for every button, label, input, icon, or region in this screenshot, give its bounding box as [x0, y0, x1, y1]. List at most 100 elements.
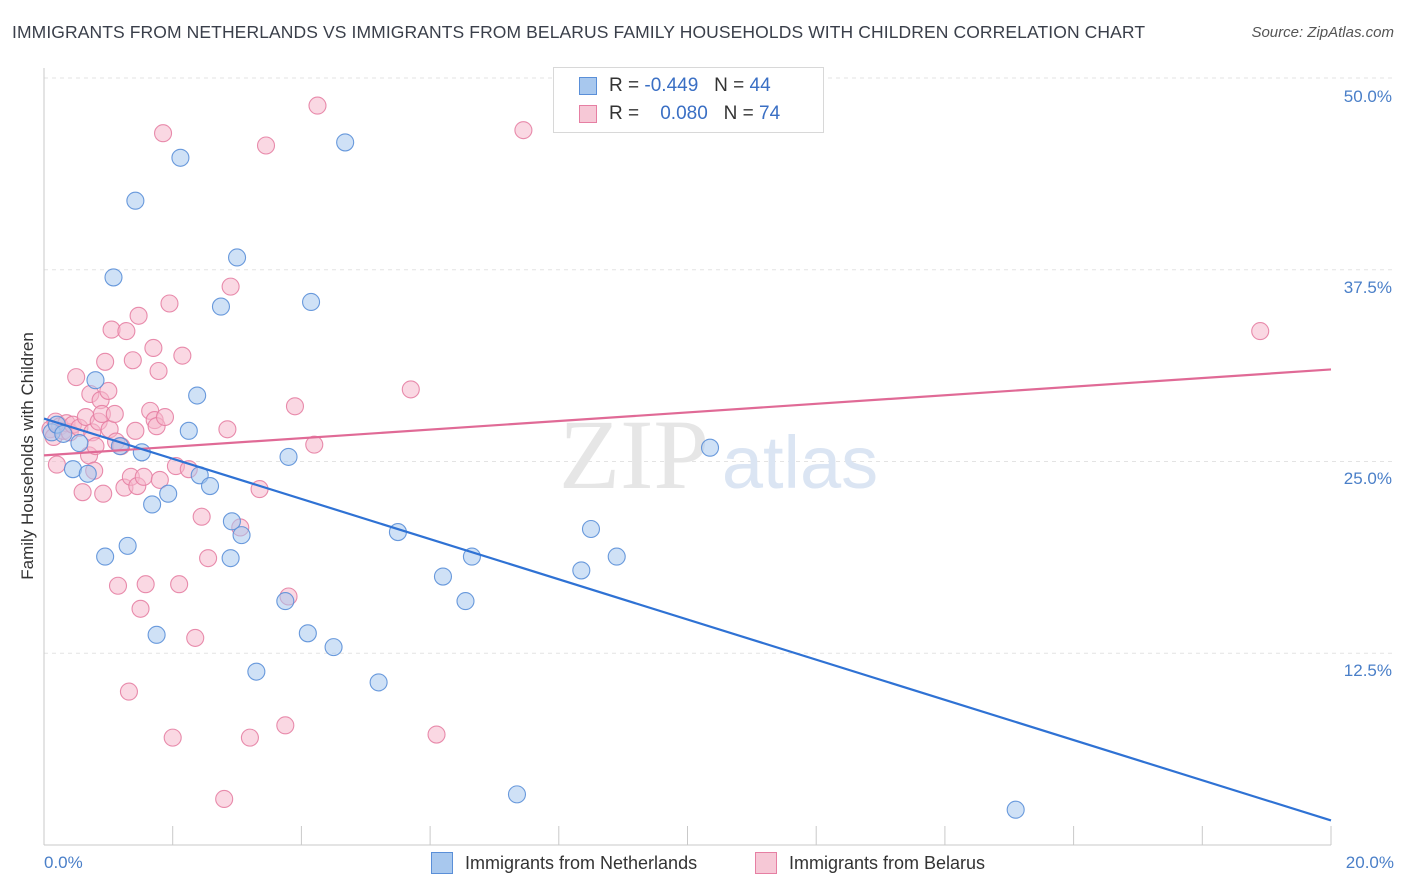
point-netherlands [118, 536, 137, 555]
point-belarus [155, 407, 175, 427]
n-label: N = [723, 103, 754, 124]
x-tick-label-min: 0.0% [44, 853, 83, 872]
point-belarus [67, 368, 86, 387]
point-netherlands [96, 547, 115, 566]
point-netherlands [179, 421, 198, 440]
point-netherlands [70, 434, 89, 453]
point-belarus [105, 404, 124, 423]
legend-label-belarus: Immigrants from Belarus [789, 852, 986, 873]
legend-item-belarus: Immigrants from Belarus [755, 852, 985, 874]
y-tick-label-37-5: 37.5% [1343, 278, 1392, 297]
point-belarus [123, 351, 142, 370]
y-tick-label-50: 50.0% [1343, 87, 1392, 106]
point-belarus [427, 725, 446, 744]
correlation-stats-box: R = -0.449 N = 44 R = 0.080 N = 74 [553, 67, 824, 133]
point-netherlands [104, 268, 123, 287]
watermark-zip: ZIP [559, 399, 709, 510]
point-belarus [149, 361, 168, 381]
point-belarus [186, 628, 205, 647]
point-netherlands [54, 424, 73, 443]
point-netherlands [336, 133, 355, 152]
point-belarus [308, 96, 327, 115]
point-netherlands [276, 592, 295, 611]
point-netherlands [247, 662, 266, 681]
x-tick-label-max: 20.0% [1345, 853, 1394, 872]
point-belarus [117, 322, 136, 341]
point-netherlands [607, 547, 626, 566]
point-belarus [240, 728, 259, 747]
point-netherlands [143, 495, 162, 514]
point-netherlands [369, 673, 388, 692]
point-belarus [150, 470, 169, 489]
stats-row-belarus: R = 0.080 N = 74 [579, 100, 780, 128]
point-belarus [153, 124, 173, 143]
point-netherlands [232, 526, 251, 545]
point-belarus [131, 599, 150, 618]
series-belarus-points [41, 96, 1270, 809]
point-netherlands [700, 438, 720, 457]
point-belarus [170, 575, 189, 594]
y-tick-label-12-5: 12.5% [1343, 661, 1392, 680]
point-netherlands [433, 567, 453, 586]
point-belarus [218, 420, 237, 439]
point-belarus [221, 277, 240, 296]
trend-line-belarus [43, 368, 1332, 457]
trend-lines [43, 368, 1332, 822]
point-netherlands [86, 371, 105, 390]
point-belarus [108, 576, 128, 595]
point-netherlands [302, 292, 321, 312]
source-label: Source: ZipAtlas.com [1251, 24, 1394, 41]
netherlands-swatch-icon [579, 77, 597, 95]
point-netherlands [298, 624, 317, 643]
r-label: R = [609, 75, 640, 96]
y-tick-label-25: 25.0% [1343, 469, 1392, 488]
belarus-legend-swatch-icon [755, 852, 777, 874]
r-label: R = [609, 103, 640, 124]
point-netherlands [171, 148, 190, 167]
axes [43, 68, 1332, 846]
point-netherlands [159, 484, 178, 503]
watermark: ZIP atlas [559, 399, 878, 510]
point-netherlands [147, 625, 166, 644]
point-belarus [144, 338, 163, 358]
n-value-belarus: 74 [759, 103, 781, 124]
point-netherlands [456, 592, 475, 611]
point-belarus [1251, 322, 1270, 341]
point-netherlands [211, 297, 231, 316]
y-axis-title: Family Households with Children [18, 332, 37, 580]
point-belarus [129, 306, 148, 325]
n-value-netherlands: 44 [749, 75, 771, 96]
point-belarus [119, 682, 138, 701]
point-belarus [163, 728, 182, 747]
point-belarus [514, 121, 533, 140]
chart-title: IMMIGRANTS FROM NETHERLANDS VS IMMIGRANT… [12, 22, 1146, 42]
point-netherlands [279, 447, 298, 466]
netherlands-legend-swatch-icon [431, 852, 453, 874]
point-belarus [256, 136, 276, 155]
point-belarus [160, 294, 179, 313]
grid [44, 77, 1392, 654]
legend-item-netherlands: Immigrants from Netherlands [431, 852, 697, 874]
belarus-swatch-icon [579, 105, 597, 123]
point-belarus [401, 380, 420, 399]
r-value-belarus: 0.080 [660, 103, 708, 124]
n-label: N = [714, 75, 745, 96]
point-netherlands [581, 519, 601, 539]
point-belarus [96, 352, 115, 371]
point-belarus [285, 397, 305, 416]
point-belarus [305, 435, 324, 454]
point-belarus [136, 575, 155, 594]
point-belarus [73, 483, 92, 502]
r-value-netherlands: -0.449 [644, 75, 699, 96]
point-netherlands [78, 464, 97, 483]
stats-row-netherlands: R = -0.449 N = 44 [579, 72, 771, 100]
watermark-atlas: atlas [722, 421, 878, 504]
trend-line-netherlands [43, 417, 1332, 822]
point-netherlands [1006, 800, 1025, 819]
legend-label-netherlands: Immigrants from Netherlands [465, 852, 698, 873]
point-netherlands [507, 785, 527, 804]
point-belarus [126, 421, 145, 440]
point-netherlands [324, 638, 343, 657]
point-belarus [99, 381, 118, 400]
